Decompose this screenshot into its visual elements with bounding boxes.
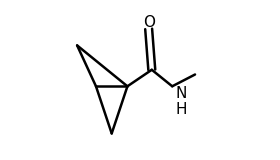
- Text: H: H: [176, 102, 187, 117]
- Text: N: N: [176, 86, 187, 101]
- Text: O: O: [143, 15, 155, 30]
